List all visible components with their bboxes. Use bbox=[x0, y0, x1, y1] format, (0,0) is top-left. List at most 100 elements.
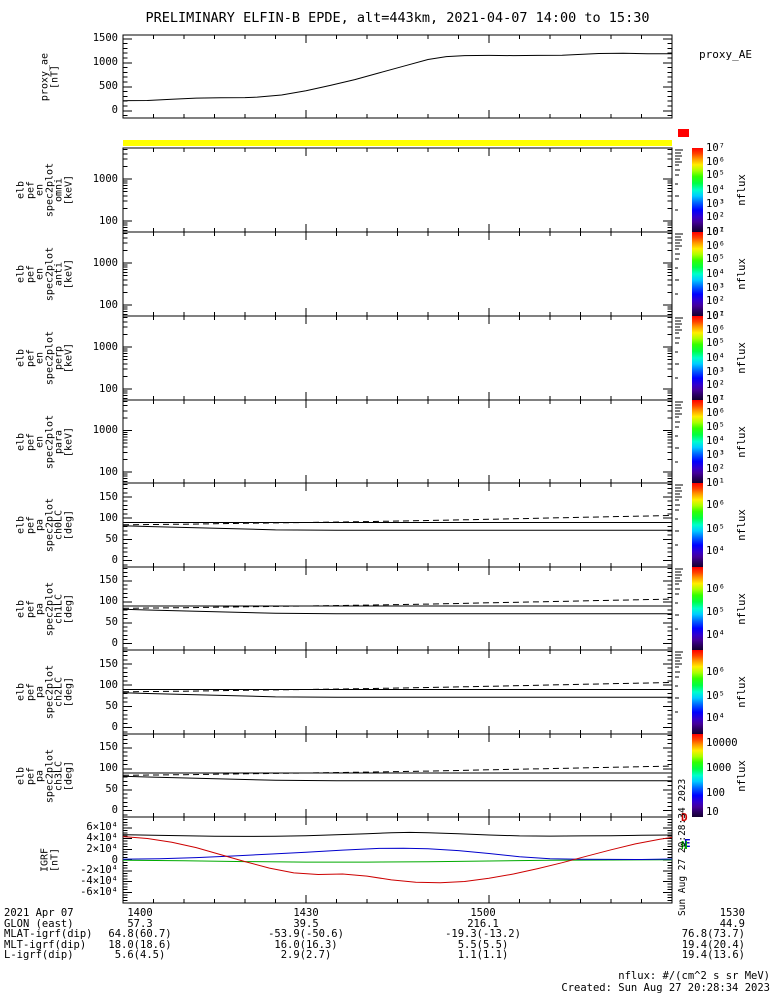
ytick-label-pa_ch1lc: 0 bbox=[111, 637, 118, 650]
x-ticks-en_anti bbox=[122, 232, 673, 316]
ytick-label-igrf: -4×10⁴ bbox=[80, 875, 118, 887]
igrf-legend-N: N bbox=[681, 839, 688, 852]
ytick-label-igrf: 6×10⁴ bbox=[86, 821, 118, 834]
bottom-value: 16.0(16.3) bbox=[274, 938, 338, 951]
colorbar-tick-en_anti: 10⁴ bbox=[706, 267, 725, 280]
right-edge-marks-en_para bbox=[675, 401, 683, 463]
series-pa_ch0lc-loss-cone bbox=[122, 525, 672, 531]
y-ticks-pa_ch0lc bbox=[123, 483, 672, 566]
colorbar-title-pa_ch1lc: nflux bbox=[736, 592, 748, 625]
ytick-label-en_anti: 100 bbox=[99, 298, 118, 311]
igrf-legend-D: D bbox=[681, 811, 688, 824]
ytick-label-en_perp: 1000 bbox=[92, 340, 118, 353]
ytick-label-pa_ch3lc: 50 bbox=[105, 783, 118, 796]
colorbar-tick-pa_ch3lc: 1000 bbox=[706, 761, 732, 774]
ytick-label-en_omni: 100 bbox=[99, 214, 118, 227]
bottom-value: 5.6(4.5) bbox=[114, 949, 166, 961]
right-edge-marks-en_anti bbox=[675, 233, 683, 295]
ytick-label-proxy_ae: 1500 bbox=[92, 32, 118, 45]
epoch-red-marker bbox=[678, 129, 689, 137]
vertical-timestamp: Sun Aug 27 20:28:34 2023 bbox=[677, 778, 688, 916]
bottom-value: 76.8(73.7) bbox=[681, 928, 745, 940]
colorbar-tick-pa_ch2lc: 10⁶ bbox=[706, 666, 725, 679]
ytick-label-pa_ch0lc: 100 bbox=[99, 511, 118, 524]
ytick-label-pa_ch1lc: 150 bbox=[99, 574, 118, 587]
colorbar-en_para bbox=[692, 400, 703, 483]
ytick-label-pa_ch0lc: 150 bbox=[99, 490, 118, 503]
ytick-label-en_anti: 1000 bbox=[92, 256, 118, 269]
colorbar-title-en_para: nflux bbox=[736, 425, 748, 458]
y-ticks-pa_ch3lc bbox=[123, 734, 672, 816]
bottom-value: 64.8(60.7) bbox=[108, 928, 172, 940]
colorbar-tick-en_perp: 10³ bbox=[706, 365, 725, 378]
colorbar-tick-en_anti: 10⁵ bbox=[706, 253, 725, 266]
ytick-label-proxy_ae: 0 bbox=[111, 104, 118, 117]
colorbar-tick-en_anti: 10⁶ bbox=[706, 239, 725, 252]
ylabel-en_anti: elb pef en spec2plot anti [keV] bbox=[15, 246, 75, 302]
colorbar-tick-en_anti: 10¹ bbox=[706, 309, 725, 322]
ytick-label-proxy_ae: 1000 bbox=[92, 56, 118, 69]
colorbar-tick-pa_ch1lc: 10⁶ bbox=[706, 582, 725, 595]
y-ticks-en_para bbox=[123, 401, 672, 482]
bottom-row-header: L-igrf(dip) bbox=[4, 949, 74, 961]
series-pa_ch3lc-anti-loss-cone bbox=[122, 765, 673, 776]
y-ticks-pa_ch2lc bbox=[123, 650, 672, 733]
ytick-label-en_omni: 1000 bbox=[92, 172, 118, 185]
colorbar-title-en_omni: nflux bbox=[736, 174, 748, 206]
y-ticks-en_omni bbox=[123, 149, 672, 231]
colorbar-pa_ch0lc bbox=[692, 483, 703, 567]
ytick-label-igrf: 4×10⁴ bbox=[86, 832, 118, 844]
bottom-value: -19.3(-13.2) bbox=[445, 928, 521, 940]
y-ticks-proxy_ae bbox=[123, 38, 672, 117]
colorbar-tick-pa_ch0lc: 10⁵ bbox=[706, 522, 725, 535]
ylabel-en_perp: elb pef en spec2plot perp [keV] bbox=[15, 330, 75, 386]
y-ticks-en_perp bbox=[123, 317, 672, 399]
colorbar-tick-en_perp: 10¹ bbox=[706, 393, 725, 406]
bottom-row-header: MLAT-igrf(dip) bbox=[4, 928, 93, 940]
colorbar-pa_ch2lc bbox=[692, 650, 703, 734]
y-ticks-pa_ch1lc bbox=[123, 567, 672, 649]
colorbar-en_omni bbox=[692, 148, 703, 232]
colorbar-tick-en_para: 10⁶ bbox=[706, 407, 725, 420]
right-edge-marks-pa_ch2lc bbox=[675, 651, 683, 713]
colorbar-tick-en_omni: 10⁶ bbox=[706, 155, 725, 168]
ytick-label-pa_ch3lc: 0 bbox=[111, 804, 118, 817]
plot-title: PRELIMINARY ELFIN-B EPDE, alt=443km, 202… bbox=[145, 10, 650, 26]
ytick-label-en_para: 100 bbox=[99, 465, 118, 478]
colorbar-title-pa_ch2lc: nflux bbox=[736, 676, 748, 708]
ytick-label-proxy_ae: 500 bbox=[99, 80, 118, 93]
bottom-row-header: MLT-igrf(dip) bbox=[4, 938, 87, 951]
epoch-status-bar bbox=[123, 140, 672, 146]
colorbar-tick-en_perp: 10⁴ bbox=[706, 351, 725, 364]
colorbar-tick-en_perp: 10⁵ bbox=[706, 337, 725, 350]
ytick-label-pa_ch1lc: 100 bbox=[99, 595, 118, 608]
colorbar-en_perp bbox=[692, 316, 703, 400]
colorbar-title-en_perp: nflux bbox=[736, 342, 748, 374]
ytick-label-igrf: -6×10⁴ bbox=[80, 885, 118, 898]
ylabel-pa_ch0lc: elb pef pa spec2plot ch0LC [deg] bbox=[15, 497, 75, 553]
ylabel-en_para: elb pef en spec2plot para [keV] bbox=[15, 414, 75, 469]
bottom-value: -53.9(-50.6) bbox=[268, 928, 344, 940]
x-ticks-pa_ch2lc bbox=[122, 650, 673, 734]
bottom-value: 216.1 bbox=[467, 917, 499, 930]
ytick-label-pa_ch3lc: 150 bbox=[99, 741, 118, 754]
ytick-label-en_perp: 100 bbox=[99, 382, 118, 395]
right-edge-marks-en_omni bbox=[675, 149, 683, 211]
ytick-label-igrf: 2×10⁴ bbox=[86, 842, 118, 855]
colorbar-tick-en_omni: 10⁴ bbox=[706, 183, 725, 196]
x-ticks-igrf bbox=[122, 817, 673, 903]
bottom-value: 39.5 bbox=[293, 917, 319, 930]
x-ticks-en_para bbox=[122, 400, 673, 483]
colorbar-tick-en_anti: 10³ bbox=[706, 281, 725, 294]
proxy-ae-line-label: proxy_AE bbox=[699, 48, 752, 61]
colorbar-tick-en_para: 10⁵ bbox=[706, 421, 725, 434]
series-pa_ch1lc-loss-cone bbox=[122, 608, 672, 615]
ylabel-pa_ch1lc: elb pef pa spec2plot ch1LC [deg] bbox=[15, 581, 75, 636]
y-ticks-en_anti bbox=[123, 233, 672, 315]
colorbar-tick-en_para: 10⁴ bbox=[706, 435, 725, 447]
ytick-label-pa_ch2lc: 100 bbox=[99, 678, 118, 691]
x-ticks-pa_ch0lc bbox=[122, 483, 673, 567]
colorbar-tick-en_omni: 10⁷ bbox=[706, 141, 725, 154]
